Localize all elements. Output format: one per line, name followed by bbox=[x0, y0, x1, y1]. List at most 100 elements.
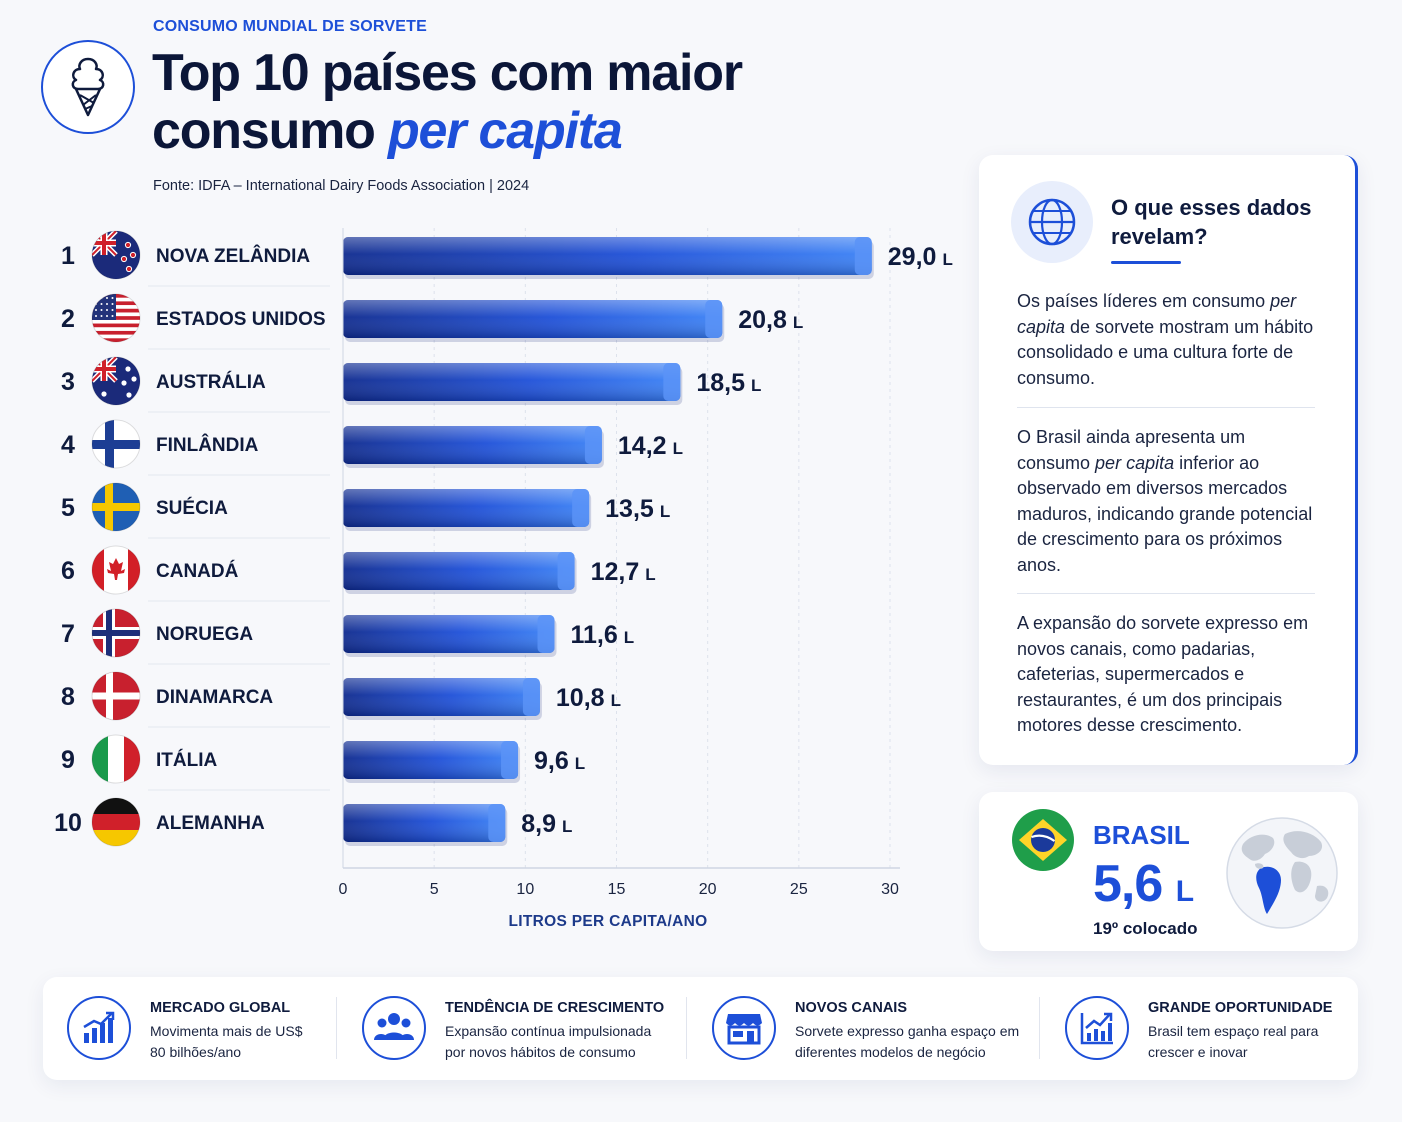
insight-divider bbox=[1017, 407, 1315, 408]
bar-cap bbox=[501, 741, 519, 779]
feature-global-market: MERCADO GLOBAL Movimenta mais de US$ 80 … bbox=[67, 977, 337, 1080]
insight-paragraph-3: A expansão do sorvete expresso em novos … bbox=[1017, 613, 1309, 736]
bar-value-label: 10,8 L bbox=[556, 684, 621, 712]
bar-highlight bbox=[343, 804, 506, 842]
storefront-icon bbox=[726, 1014, 762, 1045]
brasil-label: BRASIL bbox=[1093, 820, 1190, 850]
rank-number: 2 bbox=[61, 305, 75, 333]
brasil-card: BRASIL 5,6 L 19º colocado bbox=[979, 792, 1358, 951]
germany-flag-icon bbox=[91, 797, 141, 847]
bar-value-label: 8,9 L bbox=[521, 810, 572, 838]
country-label: NORUEGA bbox=[156, 624, 253, 645]
feature-title: NOVOS CANAIS bbox=[795, 1000, 907, 1016]
canada-flag-icon bbox=[91, 545, 141, 595]
feature-icon-badge bbox=[712, 996, 776, 1060]
feature-divider bbox=[686, 997, 687, 1059]
x-axis: 0 5 10 15 20 25 30 bbox=[339, 228, 900, 898]
title-line-1: Top 10 países com maior bbox=[152, 44, 743, 102]
chart-row: 4 FINLÂNDIA 14,2 L bbox=[61, 419, 683, 476]
brasil-value-number: 5,6 bbox=[1093, 855, 1163, 913]
rank-number: 10 bbox=[54, 809, 82, 837]
ice-cream-logo bbox=[41, 40, 135, 134]
rank-number: 7 bbox=[61, 620, 75, 648]
insight-paragraph-2: O Brasil ainda apresenta um consumo per … bbox=[1017, 427, 1313, 575]
chart-row: 2 ESTADOS UNIDOS 20,8 L bbox=[61, 293, 803, 350]
bar-value-label: 11,6 L bbox=[571, 621, 635, 649]
feature-desc: Brasil tem espaço real para crescer e in… bbox=[1148, 1023, 1319, 1060]
feature-icon-badge bbox=[1065, 996, 1129, 1060]
chart-row: 7 NORUEGA 11,6 L bbox=[61, 608, 635, 665]
bar-value-label: 20,8 L bbox=[738, 306, 803, 334]
rank-number: 3 bbox=[61, 368, 75, 396]
feature-desc: Sorvete expresso ganha espaço em diferen… bbox=[795, 1023, 1020, 1060]
x-axis-title: LITROS PER CAPITA/ANO bbox=[509, 913, 708, 930]
bar-highlight bbox=[343, 678, 540, 716]
bar-highlight bbox=[343, 300, 723, 338]
brasil-value: 5,6 L bbox=[1093, 854, 1194, 914]
finland-flag-icon bbox=[91, 419, 141, 469]
bar-highlight bbox=[343, 363, 681, 401]
x-tick-label: 25 bbox=[790, 881, 808, 898]
australia-flag-icon bbox=[91, 356, 141, 406]
rank-number: 1 bbox=[61, 242, 75, 270]
insight-paragraph-1: Os países líderes em consumo per capita … bbox=[1017, 291, 1314, 388]
rank-number: 6 bbox=[61, 557, 75, 585]
feature-icon-badge bbox=[67, 996, 131, 1060]
country-label: NOVA ZELÂNDIA bbox=[156, 245, 310, 267]
x-tick-label: 30 bbox=[881, 881, 899, 898]
title-line-2: consumo per capita bbox=[152, 102, 742, 160]
title-line-2-plain: consumo bbox=[152, 102, 388, 160]
bar-cap bbox=[522, 678, 540, 716]
brasil-value-unit: L bbox=[1175, 875, 1194, 908]
bar-highlight bbox=[343, 741, 519, 779]
insight-title: O que esses dados revelam? bbox=[1111, 195, 1312, 249]
chart-row: 9 ITÁLIA 9,6 L bbox=[61, 734, 585, 791]
bar-cap bbox=[572, 489, 590, 527]
chart-up-icon bbox=[1080, 1012, 1113, 1045]
country-label: AUSTRÁLIA bbox=[156, 371, 266, 393]
insight-card: O que esses dados revelam? Os países líd… bbox=[979, 155, 1358, 765]
country-label: CANADÁ bbox=[156, 560, 239, 582]
feature-desc: Movimenta mais de US$ 80 bilhões/ano bbox=[150, 1023, 303, 1060]
country-label: SUÉCIA bbox=[156, 497, 228, 519]
bar-cap bbox=[705, 300, 723, 338]
feature-growth-trend: TENDÊNCIA DE CRESCIMENTO Expansão contín… bbox=[362, 977, 692, 1080]
chart-row: 8 DINAMARCA 10,8 L bbox=[61, 671, 621, 728]
ice-cream-cone-icon bbox=[71, 57, 105, 117]
bar-growth-icon bbox=[83, 1011, 115, 1043]
feature-new-channels: NOVOS CANAIS Sorvete expresso ganha espa… bbox=[712, 977, 1042, 1080]
eyebrow-label: CONSUMO MUNDIAL DE SORVETE bbox=[153, 18, 427, 35]
title-accent: per capita bbox=[387, 102, 623, 160]
chart-row: 3 AUSTRÁLIA 18,5 L bbox=[61, 356, 761, 413]
bar-cap bbox=[557, 552, 575, 590]
chart-rows: 1 NOVA ZELÂNDIA 29,0 L 2 ESTADOS UNIDOS 20,8 L 3… bbox=[54, 230, 953, 847]
insight-divider bbox=[1017, 593, 1315, 594]
usa-flag-icon bbox=[91, 293, 141, 343]
feature-title: GRANDE OPORTUNIDADE bbox=[1148, 1000, 1333, 1016]
bar-highlight bbox=[343, 426, 602, 464]
italy-flag-icon bbox=[91, 734, 141, 784]
globe-icon-badge bbox=[1011, 181, 1093, 263]
chart-row: 10 ALEMANHA 8,9 L bbox=[54, 797, 572, 847]
rank-number: 8 bbox=[61, 683, 75, 711]
country-label: ALEMANHA bbox=[156, 813, 265, 834]
bar-cap bbox=[663, 363, 681, 401]
bar-highlight bbox=[343, 552, 575, 590]
brazil-flag-icon bbox=[1012, 809, 1074, 871]
people-group-icon bbox=[374, 1013, 414, 1040]
bar-highlight bbox=[343, 489, 590, 527]
italic-term: per capita bbox=[1095, 452, 1175, 473]
rank-number: 9 bbox=[61, 746, 75, 774]
feature-divider bbox=[1039, 997, 1040, 1059]
feature-title: TENDÊNCIA DE CRESCIMENTO bbox=[445, 1000, 665, 1016]
world-map-icon bbox=[1226, 817, 1338, 929]
country-label: ITÁLIA bbox=[156, 749, 217, 771]
bar-value-label: 18,5 L bbox=[696, 369, 761, 397]
x-tick-label: 5 bbox=[430, 881, 439, 898]
feature-icon-badge bbox=[362, 996, 426, 1060]
page-title: Top 10 países com maior consumo per capi… bbox=[152, 44, 743, 160]
chart-row: 1 NOVA ZELÂNDIA 29,0 L bbox=[61, 230, 953, 287]
denmark-flag-icon bbox=[91, 671, 141, 721]
bar-value-label: 9,6 L bbox=[534, 747, 585, 775]
feature-big-opportunity: GRANDE OPORTUNIDADE Brasil tem espaço re… bbox=[1065, 977, 1345, 1080]
